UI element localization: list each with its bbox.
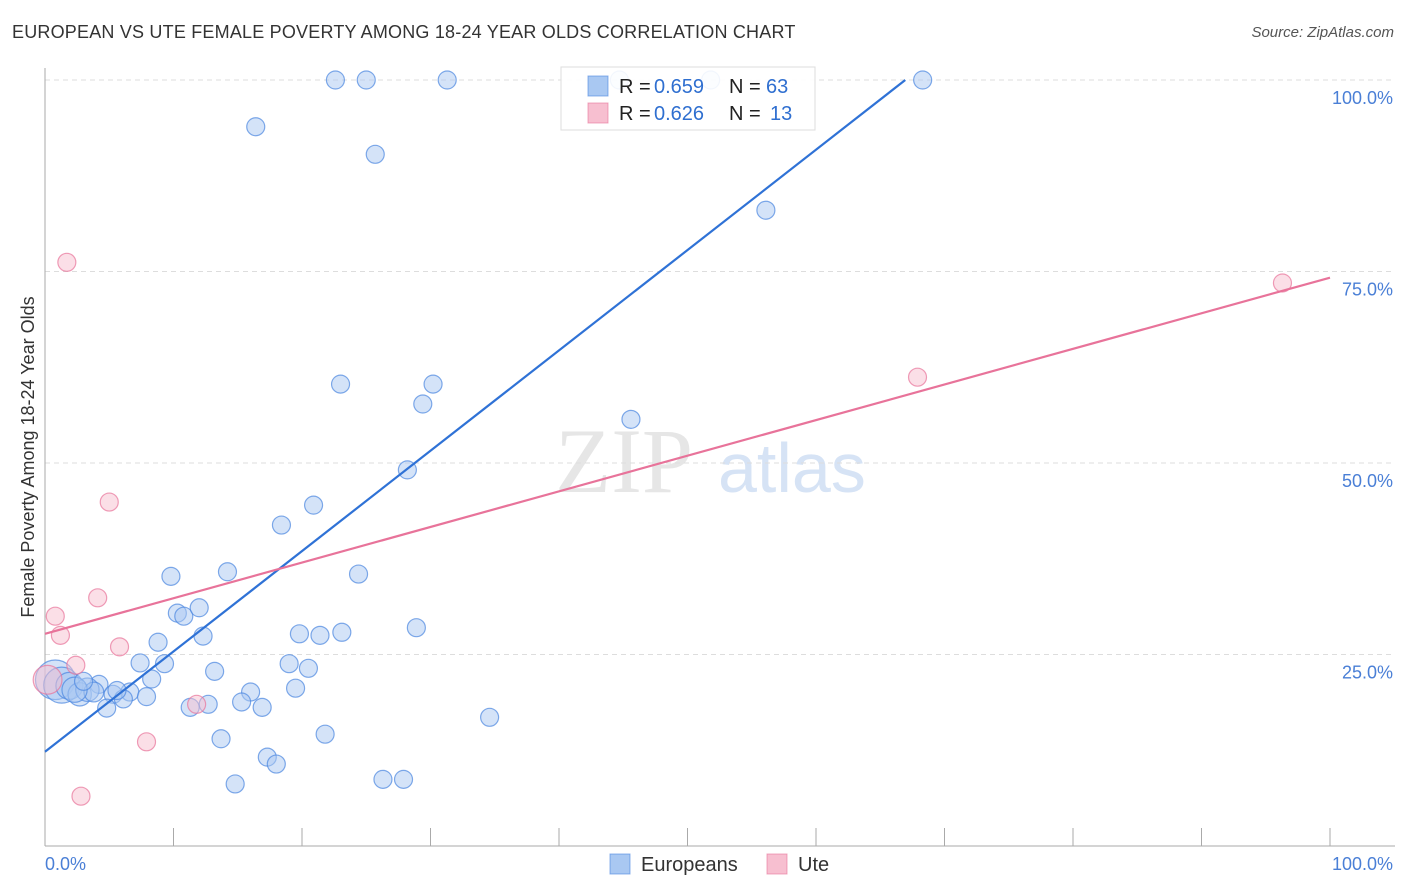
y-tick-label: 75.0%: [1342, 280, 1393, 300]
legend-label-ute: Ute: [798, 854, 829, 876]
europeans-point: [97, 698, 117, 718]
legend-swatch: [587, 102, 609, 124]
europeans-point: [330, 374, 351, 394]
y-tick-label: 100.0%: [1332, 88, 1393, 108]
europeans-point: [246, 117, 266, 137]
europeans-point: [365, 144, 385, 164]
europeans-point: [348, 564, 369, 584]
europeans-trend-line: [44, 79, 906, 753]
ute-trend-line: [44, 276, 1331, 635]
europeans-point: [356, 70, 376, 90]
europeans-point: [193, 626, 213, 646]
europeans-point: [621, 409, 641, 429]
europeans-point: [437, 70, 457, 90]
n-label: N =: [729, 103, 761, 125]
ute-point: [57, 252, 77, 272]
europeans-point: [279, 654, 299, 674]
europeans-point: [310, 625, 330, 645]
europeans-point: [174, 606, 194, 626]
legend-swatch-ute: [766, 853, 788, 875]
ute-point: [99, 492, 119, 512]
r-value: 0.659: [654, 76, 704, 98]
europeans-point: [148, 632, 168, 652]
europeans-point: [225, 774, 245, 794]
europeans-point: [289, 624, 310, 644]
europeans-point: [480, 707, 500, 727]
ute-point: [88, 588, 108, 608]
europeans-point: [142, 669, 162, 689]
europeans-point: [406, 618, 426, 638]
europeans-point: [285, 678, 306, 698]
chart-source: Source: ZipAtlas.com: [1251, 24, 1394, 41]
europeans-point: [413, 394, 433, 414]
ute-point: [32, 664, 63, 695]
n-value: 13: [770, 103, 792, 125]
europeans-point: [252, 697, 272, 717]
x-tick-label: 100.0%: [1332, 854, 1393, 874]
y-tick-label: 50.0%: [1342, 471, 1393, 491]
europeans-point: [298, 658, 319, 678]
europeans-point: [423, 374, 443, 394]
europeans-point: [73, 671, 94, 691]
r-label: R =: [619, 103, 651, 125]
europeans-point: [332, 622, 352, 642]
europeans-point: [136, 687, 157, 707]
ute-point: [907, 367, 928, 387]
ute-point: [109, 637, 130, 657]
europeans-point: [130, 653, 150, 673]
europeans-point: [913, 70, 933, 90]
legend-label-europeans: Europeans: [641, 854, 738, 876]
y-tick-label: 25.0%: [1342, 663, 1393, 683]
ute-point: [45, 606, 65, 626]
ute-point: [66, 655, 86, 675]
europeans-point: [217, 562, 238, 582]
europeans-point: [211, 729, 231, 749]
watermark-atlas: atlas: [718, 429, 866, 507]
europeans-point: [271, 515, 292, 535]
r-value: 0.626: [654, 103, 704, 125]
europeans-point: [189, 598, 209, 618]
europeans-point: [373, 769, 393, 789]
europeans-point: [315, 724, 335, 744]
europeans-point: [232, 692, 252, 712]
r-label: R =: [619, 76, 651, 98]
ute-point: [187, 694, 207, 714]
europeans-point: [161, 566, 181, 586]
europeans-point: [393, 769, 414, 789]
europeans-point: [266, 754, 286, 774]
europeans-point: [205, 661, 225, 681]
europeans-point: [154, 654, 175, 674]
europeans-point: [107, 680, 127, 701]
n-label: N =: [729, 76, 761, 98]
europeans-point: [303, 495, 324, 515]
ute-point: [136, 732, 157, 752]
ute-point: [1272, 273, 1293, 293]
chart-title: EUROPEAN VS UTE FEMALE POVERTY AMONG 18-…: [12, 22, 796, 42]
n-value: 63: [766, 76, 788, 98]
x-tick-label: 0.0%: [45, 854, 86, 874]
europeans-point: [325, 70, 346, 90]
ute-point: [71, 786, 91, 806]
y-axis-label: Female Poverty Among 18-24 Year Olds: [18, 296, 38, 617]
europeans-point: [756, 200, 776, 220]
legend-swatch: [587, 75, 609, 97]
legend-swatch-europeans: [609, 853, 631, 875]
